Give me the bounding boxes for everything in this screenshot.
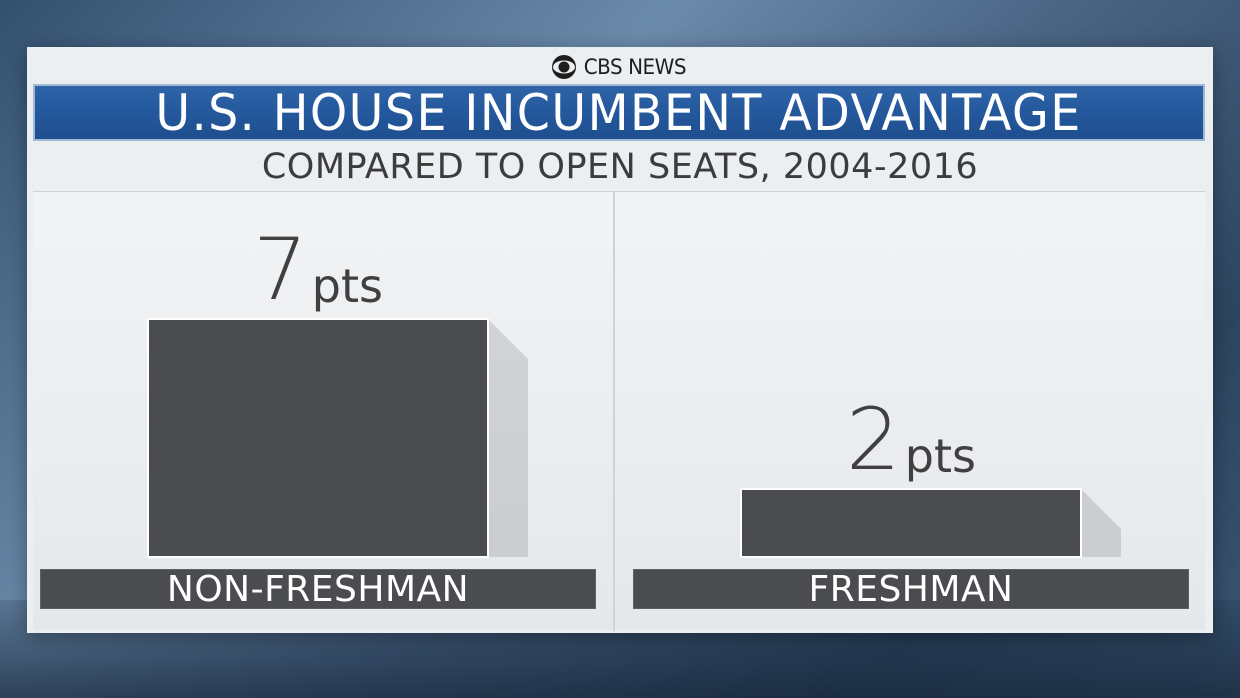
- bar-shadow-0: [488, 319, 528, 557]
- value-number: 2: [846, 389, 901, 490]
- value-label-1: 2 pts: [761, 389, 1061, 490]
- bar-chart: [147, 318, 1121, 558]
- value-label-0: 7 pts: [168, 219, 468, 320]
- logo-text: CBS NEWS: [583, 55, 687, 79]
- title-bar: U.S. HOUSE INCUMBENT ADVANTAGE: [33, 84, 1205, 141]
- category-label-non-freshman: NON-FRESHMAN: [40, 569, 596, 610]
- category-label-freshman: FRESHMAN: [633, 569, 1189, 610]
- value-unit: pts: [904, 429, 976, 483]
- cbs-eye-icon: [552, 55, 577, 79]
- value-number: 7: [253, 219, 308, 320]
- chart-subtitle: COMPARED TO OPEN SEATS, 2004-2016: [261, 147, 979, 187]
- bar-freshman: [740, 488, 1082, 558]
- value-unit: pts: [311, 259, 383, 313]
- bar-non-freshman: [147, 318, 489, 558]
- chart-title: U.S. HOUSE INCUMBENT ADVANTAGE: [155, 83, 1083, 142]
- panel-divider: [613, 191, 615, 631]
- graphic-card: CBS NEWS U.S. HOUSE INCUMBENT ADVANTAGE …: [27, 47, 1213, 633]
- bar-shadow-1: [1081, 489, 1121, 557]
- cbs-news-logo: CBS NEWS: [27, 52, 1213, 82]
